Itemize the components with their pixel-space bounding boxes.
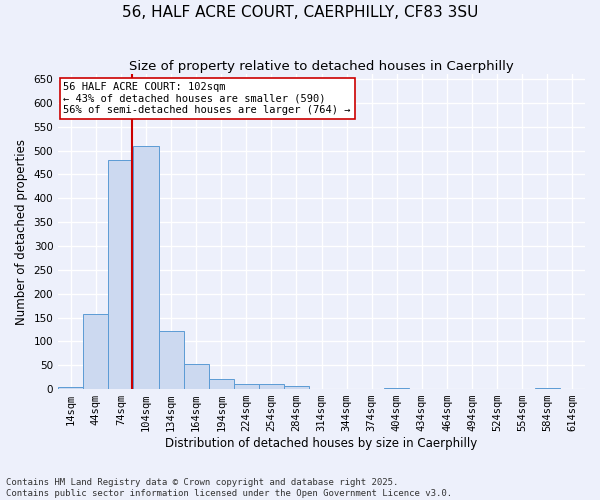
Text: 56 HALF ACRE COURT: 102sqm
← 43% of detached houses are smaller (590)
56% of sem: 56 HALF ACRE COURT: 102sqm ← 43% of deta…: [64, 82, 351, 115]
Text: Contains HM Land Registry data © Crown copyright and database right 2025.
Contai: Contains HM Land Registry data © Crown c…: [6, 478, 452, 498]
Bar: [284, 386, 309, 389]
Bar: [133, 146, 158, 389]
X-axis label: Distribution of detached houses by size in Caerphilly: Distribution of detached houses by size …: [166, 437, 478, 450]
Text: 56, HALF ACRE COURT, CAERPHILLY, CF83 3SU: 56, HALF ACRE COURT, CAERPHILLY, CF83 3S…: [122, 5, 478, 20]
Bar: [209, 378, 234, 389]
Bar: [109, 160, 133, 389]
Bar: [385, 388, 409, 389]
Bar: [83, 314, 109, 389]
Bar: [184, 364, 209, 389]
Bar: [535, 388, 560, 389]
Y-axis label: Number of detached properties: Number of detached properties: [15, 138, 28, 324]
Title: Size of property relative to detached houses in Caerphilly: Size of property relative to detached ho…: [129, 60, 514, 73]
Bar: [58, 386, 83, 389]
Bar: [158, 331, 184, 389]
Bar: [259, 384, 284, 389]
Bar: [234, 384, 259, 389]
